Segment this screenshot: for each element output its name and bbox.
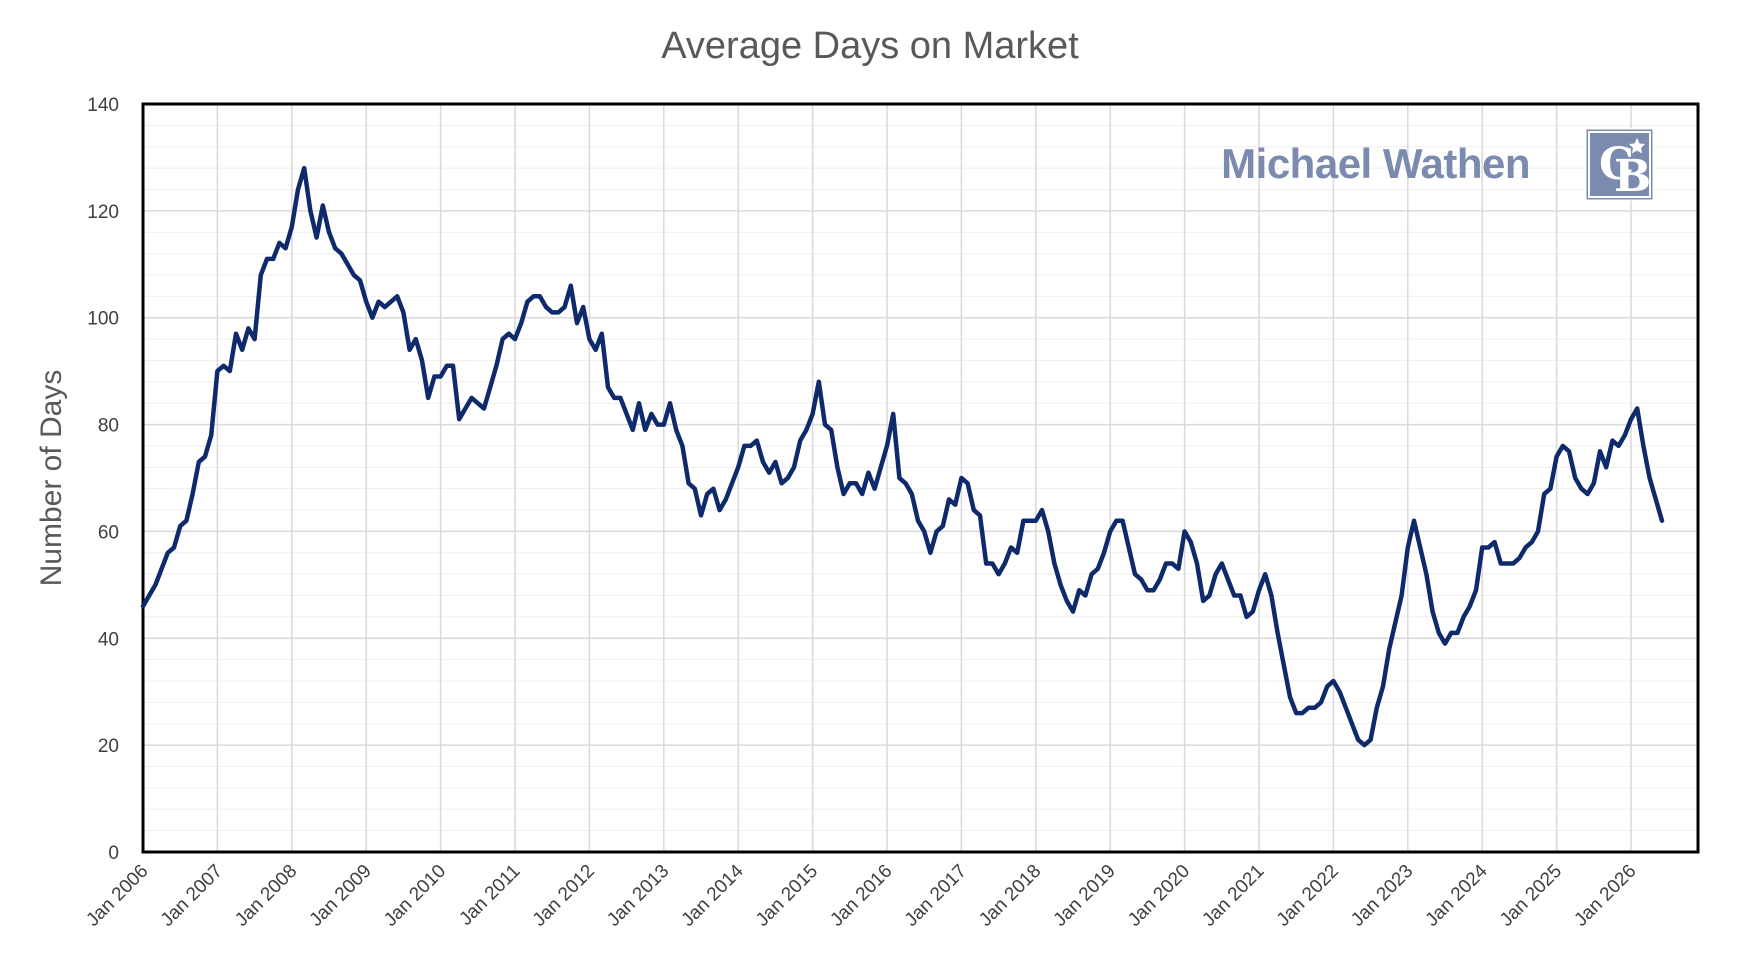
y-tick-label: 60 <box>98 522 119 543</box>
x-tick-label: Jan 2025 <box>1496 861 1566 931</box>
x-tick-label: Jan 2012 <box>529 861 599 931</box>
y-tick-label: 100 <box>87 309 119 330</box>
series-line <box>140 165 1665 748</box>
y-tick-label: 140 <box>87 95 119 116</box>
y-tick-label: 20 <box>98 736 119 757</box>
x-tick-label: Jan 2020 <box>1124 861 1194 931</box>
x-tick-label: Jan 2026 <box>1570 861 1640 931</box>
y-axis-label: Number of Days <box>35 370 68 587</box>
x-tick-label: Jan 2006 <box>82 861 152 931</box>
watermark: Michael Wathen C B <box>1221 128 1654 202</box>
x-tick-label: Jan 2021 <box>1198 861 1268 931</box>
minor-gridlines <box>143 124 1698 832</box>
brand-name-text: Michael Wathen <box>1221 140 1530 187</box>
x-axis-tick-labels: Jan 2006 Jan 2007 Jan 2008 Jan 2009 Jan 2010… <box>82 860 1640 930</box>
y-tick-label: 80 <box>98 416 119 437</box>
x-tick-label: Jan 2015 <box>752 861 822 931</box>
svg-text:C: C <box>1599 139 1634 190</box>
chart-title: Average Days on Market <box>661 25 1079 67</box>
x-tick-label: Jan 2017 <box>901 861 971 931</box>
x-tick-label: Jan 2013 <box>603 861 673 931</box>
cb-logo-icon: C B <box>1585 128 1654 202</box>
y-tick-label: 40 <box>98 629 119 650</box>
major-gridlines <box>143 210 1698 746</box>
x-tick-label: Jan 2016 <box>826 861 896 931</box>
x-tick-label: Jan 2024 <box>1422 860 1492 930</box>
y-axis-tick-labels: 0 20 40 60 80 100 120 140 <box>87 95 119 864</box>
x-tick-label: Jan 2011 <box>455 861 524 930</box>
y-tick-label: 120 <box>87 202 119 223</box>
x-tick-label: Jan 2023 <box>1347 861 1417 931</box>
x-tick-label: Jan 2007 <box>157 861 227 931</box>
x-tick-label: Jan 2009 <box>306 861 376 931</box>
x-tick-label: Jan 2022 <box>1273 861 1343 931</box>
vertical-gridlines <box>216 104 1632 852</box>
y-tick-label: 0 <box>108 843 119 864</box>
series-group <box>140 165 1665 748</box>
x-tick-label: Jan 2014 <box>678 860 748 930</box>
x-tick-label: Jan 2019 <box>1050 861 1120 931</box>
x-tick-label: Jan 2018 <box>975 861 1045 931</box>
x-tick-label: Jan 2008 <box>231 861 301 931</box>
svg-text:B: B <box>1614 151 1651 202</box>
plot-area-frame <box>141 102 1700 854</box>
x-tick-label: Jan 2010 <box>380 861 450 931</box>
